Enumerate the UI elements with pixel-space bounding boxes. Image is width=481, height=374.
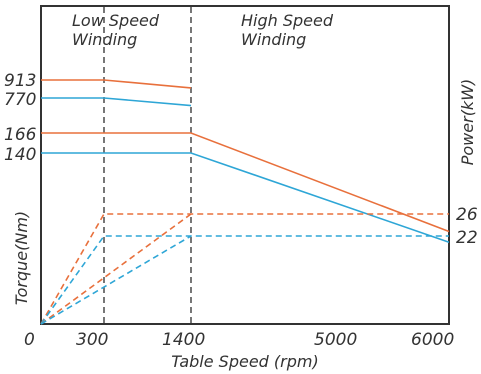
x-tick-5000: 5000 <box>314 330 357 350</box>
x-tick-0: 0 <box>24 330 35 350</box>
region-low-speed-line1: Low Speed <box>72 11 160 30</box>
region-high-speed-line1: High Speed <box>241 11 334 30</box>
right-axis-title: Power(kW) <box>458 79 477 166</box>
series-lines <box>40 79 450 325</box>
region-high-speed-line2: Winding <box>241 30 306 49</box>
x-tick-1400: 1400 <box>162 330 205 350</box>
series-line-6-orange-dashed <box>40 213 192 325</box>
plot-frame <box>40 5 450 325</box>
right-tick-22: 22 <box>456 228 478 248</box>
series-line-1-blue-solid <box>41 97 192 107</box>
series-line-2-orange-solid <box>41 132 450 233</box>
right-tick-26: 26 <box>456 205 478 225</box>
left-tick-913: 913 <box>4 71 36 91</box>
left-tick-140: 140 <box>4 145 36 165</box>
left-tick-166: 166 <box>4 125 37 145</box>
x-tick-6000: 6000 <box>411 330 454 350</box>
divider-lines <box>103 7 192 323</box>
series-line-7-blue-dashed <box>40 235 192 325</box>
x-tick-300: 300 <box>76 330 108 350</box>
series-line-0-orange-solid <box>41 79 192 89</box>
left-axis-title: Torque(Nm) <box>12 211 31 305</box>
series-line-3-blue-solid <box>41 152 450 243</box>
series-line-4-orange-dashed <box>40 213 449 325</box>
x-axis-title: Table Speed (rpm) <box>171 352 318 371</box>
left-tick-770: 770 <box>4 90 36 110</box>
